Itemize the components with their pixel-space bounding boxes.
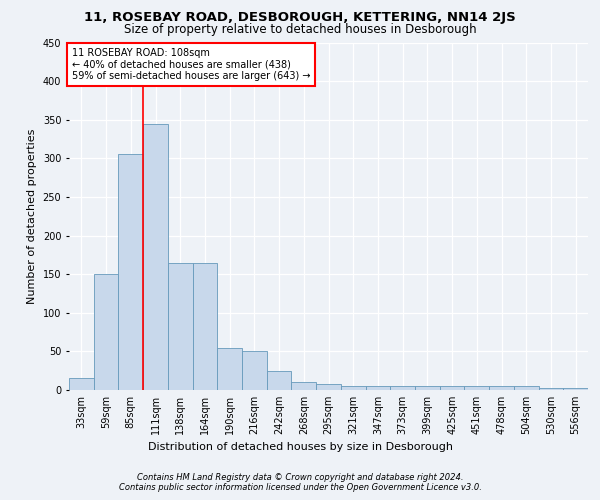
Bar	[292, 382, 316, 390]
Text: Contains HM Land Registry data © Crown copyright and database right 2024.: Contains HM Land Registry data © Crown c…	[137, 472, 463, 482]
Bar	[440, 386, 464, 390]
Bar	[415, 386, 440, 390]
Text: Size of property relative to detached houses in Desborough: Size of property relative to detached ho…	[124, 22, 476, 36]
Bar	[94, 274, 118, 390]
Bar	[464, 386, 489, 390]
Bar	[267, 370, 292, 390]
Bar	[118, 154, 143, 390]
Bar	[514, 386, 539, 390]
Y-axis label: Number of detached properties: Number of detached properties	[27, 128, 37, 304]
Bar	[242, 352, 267, 390]
Text: Contains public sector information licensed under the Open Government Licence v3: Contains public sector information licen…	[119, 484, 481, 492]
Bar	[168, 262, 193, 390]
Text: 11, ROSEBAY ROAD, DESBOROUGH, KETTERING, NN14 2JS: 11, ROSEBAY ROAD, DESBOROUGH, KETTERING,…	[84, 11, 516, 24]
Bar	[341, 386, 365, 390]
Bar	[365, 386, 390, 390]
Bar	[390, 386, 415, 390]
Bar	[69, 378, 94, 390]
Bar	[143, 124, 168, 390]
Bar	[316, 384, 341, 390]
Bar	[217, 348, 242, 390]
Bar	[489, 386, 514, 390]
Text: Distribution of detached houses by size in Desborough: Distribution of detached houses by size …	[148, 442, 452, 452]
Text: 11 ROSEBAY ROAD: 108sqm
← 40% of detached houses are smaller (438)
59% of semi-d: 11 ROSEBAY ROAD: 108sqm ← 40% of detache…	[71, 48, 310, 81]
Bar	[563, 388, 588, 390]
Bar	[539, 388, 563, 390]
Bar	[193, 262, 217, 390]
